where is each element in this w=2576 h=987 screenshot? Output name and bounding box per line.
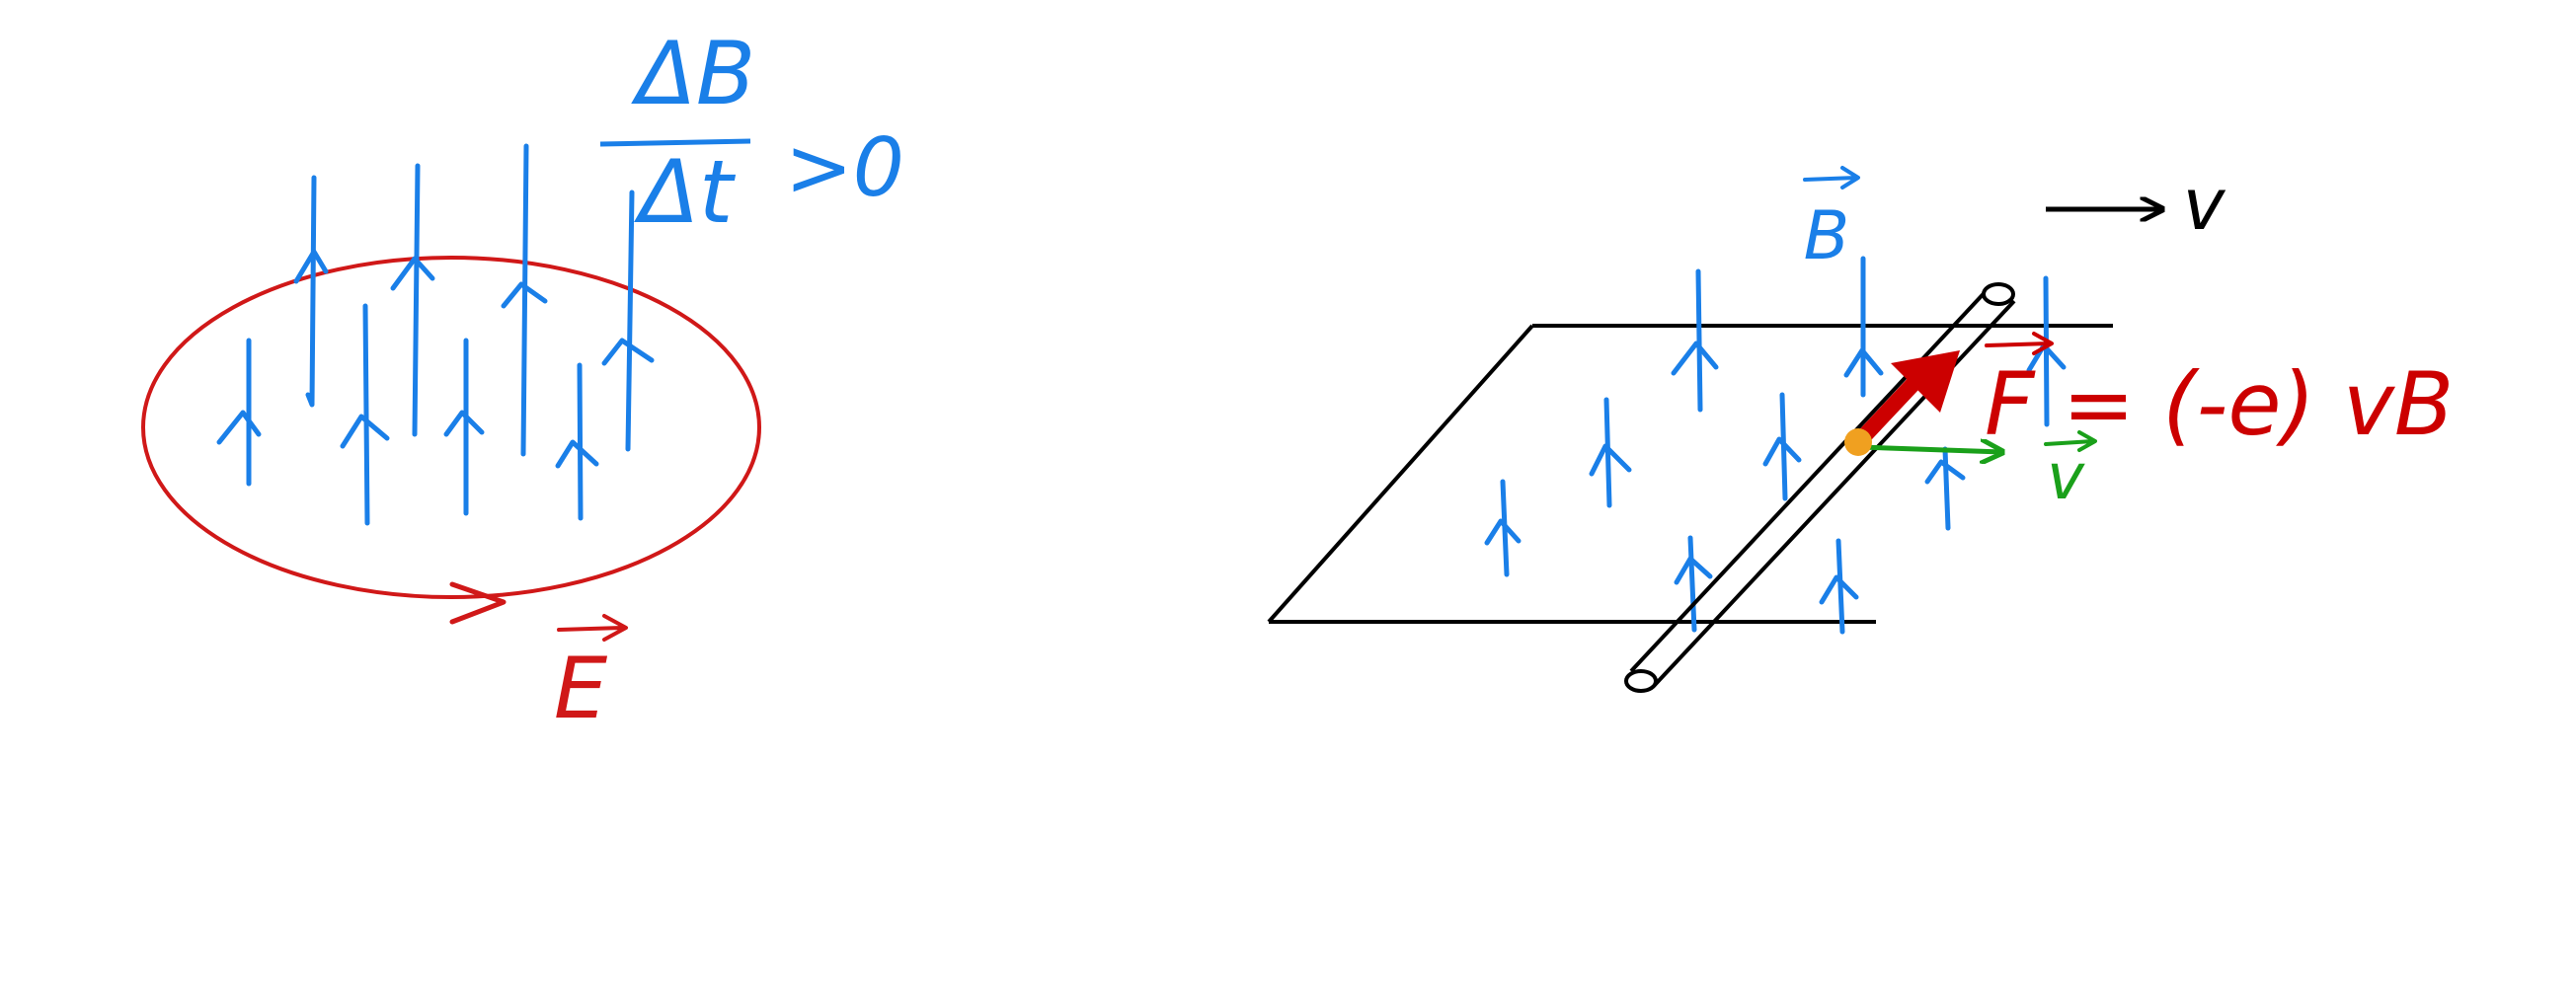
field-line (390, 256, 435, 291)
force-arrow (1853, 350, 1960, 447)
field-line (293, 249, 329, 284)
field-line (625, 190, 635, 452)
field-line (1603, 397, 1612, 508)
field-line (305, 175, 317, 408)
magnetic-field-label-group: B (1803, 166, 1860, 275)
field-line (1695, 268, 1703, 413)
force-arrow-head (1891, 350, 1960, 413)
magnetic-field-lines-left (216, 143, 655, 526)
field-line (340, 414, 390, 449)
vector-arrow-mark (2044, 430, 2097, 452)
field-line (216, 410, 262, 445)
moving-rod-diagram: B v v F = (-e) vB (1267, 163, 2454, 693)
velocity-label: v (2047, 441, 2085, 514)
rod-edge (1629, 284, 1992, 673)
magnetic-field-lines-right (1484, 256, 2067, 635)
electric-field-label: E (554, 640, 608, 738)
loop-direction-arrow (449, 581, 507, 625)
field-line (443, 410, 485, 437)
velocity-arrow (1860, 447, 2002, 452)
motion-label: v (2183, 163, 2226, 246)
rod-end-far (1982, 282, 2015, 306)
magnetic-field-label: B (1804, 197, 1850, 275)
field-line (1671, 341, 1719, 376)
field-line (1762, 436, 1802, 467)
field-line (1484, 518, 1522, 546)
vector-arrow-mark (557, 614, 628, 642)
electric-field-label-group: E (554, 614, 628, 738)
rod-motion-indicator: v (2046, 163, 2226, 246)
force-formula: F = (-e) vB (1985, 353, 2454, 455)
field-line (412, 163, 421, 437)
field-line (1674, 556, 1713, 585)
field-line (501, 281, 548, 309)
rate-of-change-expression: ΔB Δt >0 (599, 23, 904, 243)
rate-numerator: ΔB (631, 23, 756, 124)
velocity-label-group: v (2044, 430, 2097, 514)
vector-arrow-mark (1803, 166, 1860, 190)
rod-end-near (1624, 669, 1658, 693)
field-line (1589, 443, 1632, 477)
field-line (520, 143, 529, 457)
electron-charge (1844, 428, 1872, 456)
field-line (1942, 446, 1951, 531)
field-line (362, 303, 370, 526)
vector-arrow-mark (1985, 332, 2054, 355)
conducting-loop (141, 256, 761, 599)
induction-loop-diagram: ΔB Δt >0 E (141, 23, 904, 738)
left-edge (1267, 324, 1534, 624)
fraction-bar (599, 138, 751, 147)
field-line (1843, 347, 1884, 378)
field-line (1835, 538, 1845, 635)
rail-plane (1267, 324, 2113, 624)
force-formula-group: F = (-e) vB (1985, 332, 2454, 455)
field-line (601, 338, 655, 366)
field-line (1924, 459, 1966, 485)
rate-relation: >0 (785, 121, 904, 215)
conducting-rod (1624, 282, 2016, 693)
field-line (1687, 535, 1697, 633)
rate-denominator: Δt (634, 141, 737, 243)
field-line (555, 439, 599, 469)
field-line (1819, 574, 1859, 605)
field-line (577, 362, 584, 521)
